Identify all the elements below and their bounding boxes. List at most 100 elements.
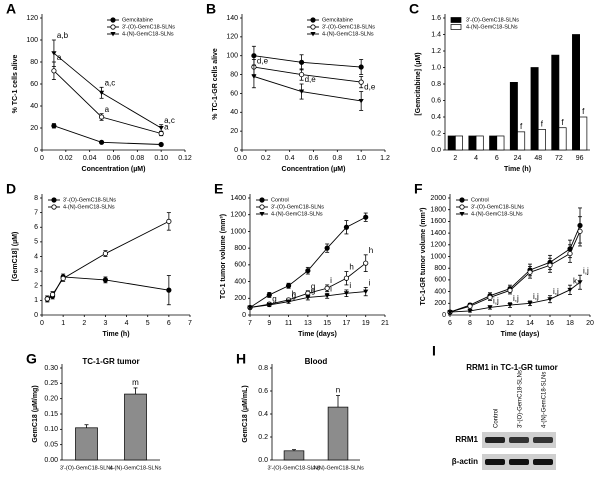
bar xyxy=(579,116,588,151)
y-axis-label: TC-1 tumor volume (mm³) xyxy=(220,214,227,299)
x-axis-label: Time (days) xyxy=(501,331,540,338)
marker xyxy=(467,303,473,309)
y-tick-label: 1 xyxy=(34,297,38,304)
point-label: i,j xyxy=(583,266,589,275)
y-tick-label: 200 xyxy=(434,300,446,307)
panel-letter: G xyxy=(26,351,37,367)
y-tick-label: 1200 xyxy=(230,212,246,219)
x-tick-label: 3'-(O)-GemC18-SLNs xyxy=(267,465,320,471)
y-tick-label: 2 xyxy=(34,283,38,290)
point-label: i,j xyxy=(533,292,539,301)
bar-label: n xyxy=(336,386,340,395)
y-axis-label: [GemC18] (µM) xyxy=(12,232,19,282)
y-tick-label: 20 xyxy=(30,125,38,132)
x-tick-label: 72 xyxy=(555,155,563,162)
legend-marker xyxy=(51,197,57,203)
marker xyxy=(166,218,172,224)
series-line xyxy=(47,276,169,300)
x-tick-label: 4-(N)-GemC18-SLNs xyxy=(312,465,364,471)
legend-label: 4-(N)-GemC18-SLNs xyxy=(471,211,523,217)
y-tick-label: 20 xyxy=(230,128,238,135)
legend-label: Control xyxy=(471,197,489,203)
y-tick-label: 40 xyxy=(30,103,38,110)
marker xyxy=(98,90,105,96)
x-tick-label: 4 xyxy=(474,155,478,162)
legend-marker xyxy=(459,204,465,210)
y-tick-label: 1800 xyxy=(430,207,446,214)
x-tick-label: 1 xyxy=(61,320,65,327)
y-tick-label: 0.2 xyxy=(258,434,268,441)
y-tick-label: 0.4 xyxy=(431,114,441,121)
series-line xyxy=(449,231,581,313)
point-label: h xyxy=(292,289,296,298)
marker xyxy=(527,269,533,275)
legend-swatch xyxy=(450,24,462,30)
point-label: i xyxy=(330,276,332,285)
y-tick-label: 60 xyxy=(30,81,38,88)
legend-label: 4-(N)-GemC18-SLNs xyxy=(63,204,115,210)
bar xyxy=(124,393,147,461)
bar xyxy=(75,427,98,461)
marker xyxy=(343,275,350,281)
y-tick-label: 40 xyxy=(230,109,238,116)
marker xyxy=(358,98,364,104)
marker xyxy=(298,89,305,94)
y-tick-label: 2000 xyxy=(430,195,446,202)
x-tick-label: 3 xyxy=(103,320,107,327)
bar xyxy=(530,67,539,151)
point-label: i,j xyxy=(513,294,519,303)
bar xyxy=(558,127,567,151)
legend-marker xyxy=(259,197,265,203)
bar xyxy=(468,135,477,151)
marker xyxy=(527,301,533,306)
marker xyxy=(298,59,305,65)
marker xyxy=(251,74,257,79)
marker xyxy=(158,130,164,137)
marker xyxy=(567,287,573,293)
bar xyxy=(537,129,546,151)
x-tick-label: 0.2 xyxy=(261,155,271,162)
y-tick-label: 1200 xyxy=(430,242,446,249)
series-line xyxy=(53,52,162,129)
y-tick-label: 0.6 xyxy=(258,388,268,395)
x-tick-label: 0.06 xyxy=(107,155,121,162)
bar-label: f xyxy=(561,118,564,127)
legend-marker xyxy=(259,204,265,210)
point-label: i xyxy=(349,281,351,290)
legend-label: 4-(N)-GemC18-SLNs xyxy=(466,24,518,30)
blot-band xyxy=(533,437,553,443)
marker xyxy=(577,228,583,234)
y-tick-label: 80 xyxy=(230,71,238,78)
x-tick-label: 0.8 xyxy=(332,155,342,162)
bar xyxy=(447,135,456,151)
x-tick-label: 7 xyxy=(188,320,192,327)
y-tick-label: 7 xyxy=(34,209,38,216)
panel-letter: B xyxy=(206,1,216,17)
y-tick-label: 60 xyxy=(230,90,238,97)
marker xyxy=(44,296,50,302)
panel-letter: I xyxy=(432,343,436,359)
y-tick-label: 100 xyxy=(26,37,38,44)
x-tick-label: 0 xyxy=(40,320,44,327)
legend-label: 4-(N)-GemC18-SLNs xyxy=(122,31,174,37)
y-tick-label: 400 xyxy=(434,288,446,295)
point-label: a xyxy=(164,122,169,131)
marker xyxy=(158,141,164,148)
point-label: a,b xyxy=(57,31,69,40)
panel-letter: F xyxy=(414,181,423,197)
marker xyxy=(547,262,553,268)
x-tick-label: 0.4 xyxy=(285,155,295,162)
marker xyxy=(577,280,583,285)
y-tick-label: 0.8 xyxy=(431,81,441,88)
legend-label: Gemcitabine xyxy=(122,17,153,23)
marker xyxy=(507,287,513,294)
marker xyxy=(358,79,364,85)
point-label: h xyxy=(369,246,373,255)
marker xyxy=(166,287,172,293)
x-tick-label: 11 xyxy=(285,320,292,327)
marker xyxy=(447,310,453,315)
marker xyxy=(343,291,350,296)
y-tick-label: 800 xyxy=(234,245,246,252)
x-axis-label: Time (days) xyxy=(298,331,337,338)
marker xyxy=(305,295,311,300)
